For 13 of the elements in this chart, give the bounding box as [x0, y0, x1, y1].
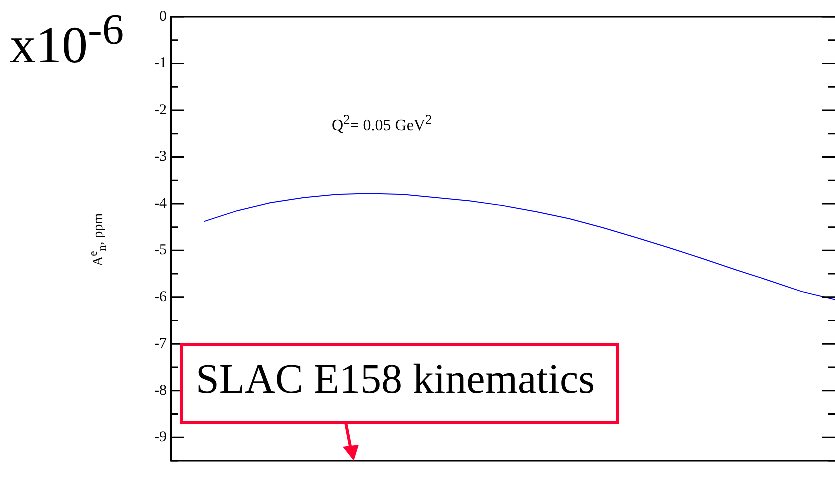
y-tick-label: -2 [154, 102, 167, 118]
y-tick-label: -1 [154, 56, 167, 72]
y-tick-label: -9 [154, 430, 167, 446]
y-tick-label: -4 [154, 196, 168, 212]
annotation: Q$^{2}$= 0.05 GeV$^{2}$ [332, 112, 432, 136]
text: x10$^{-6}$ [10, 5, 124, 76]
y-tick-label: -5 [154, 242, 167, 259]
y-tick-label: -6 [154, 289, 168, 306]
y-tick-label: 0 [160, 8, 167, 25]
y-tick-label: -3 [154, 149, 167, 166]
y-tick-label: -8 [154, 382, 167, 399]
annotation: SLAC E158 kinematics [196, 356, 595, 405]
y-tick-label: -7 [154, 336, 168, 352]
